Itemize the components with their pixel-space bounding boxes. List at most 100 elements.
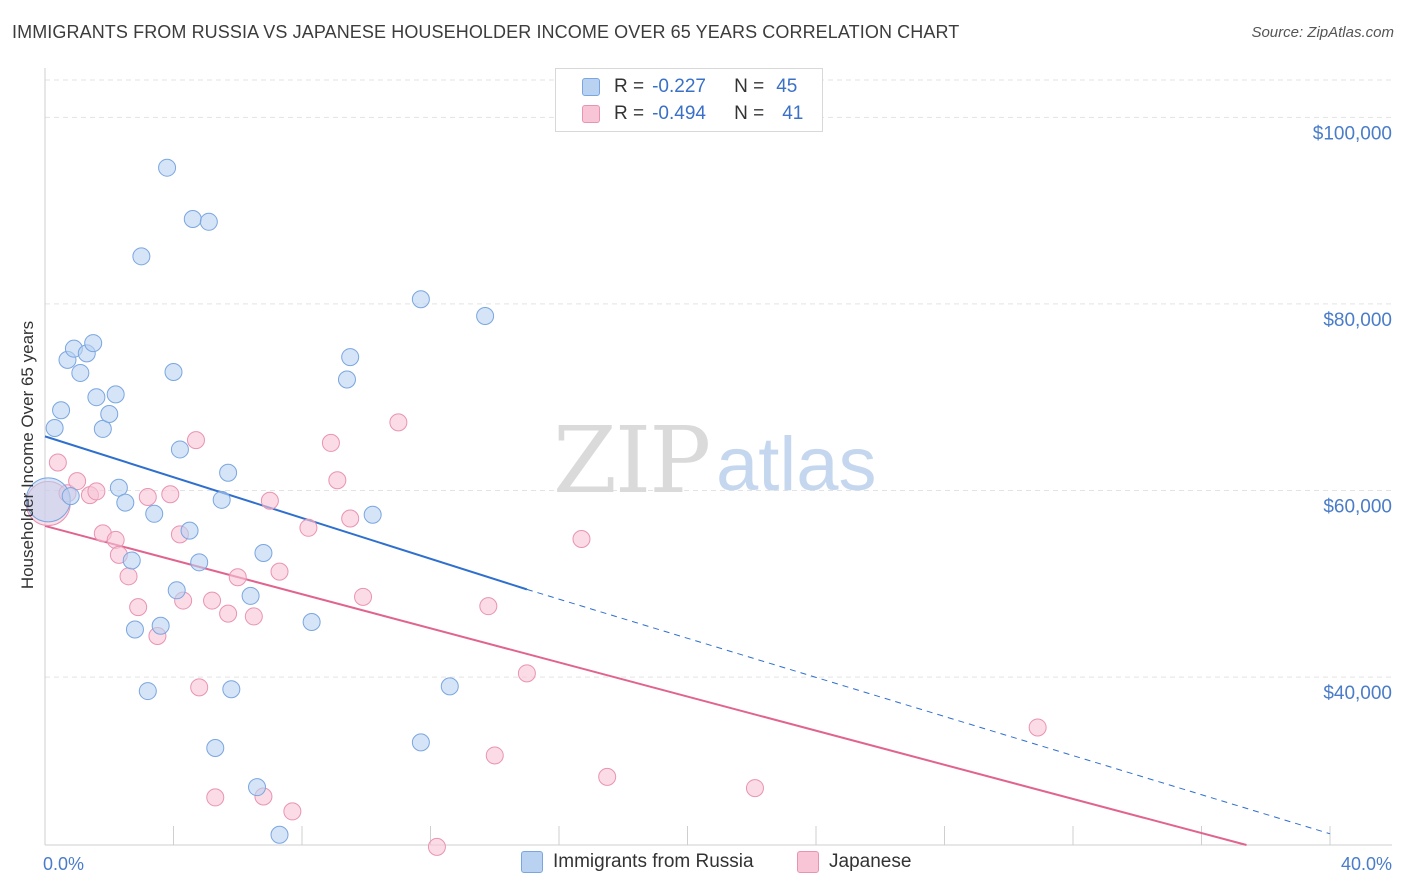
bottom-legend-label-japanese: Japanese <box>829 851 912 872</box>
data-point-japanese <box>106 530 125 549</box>
data-point-japanese <box>161 485 180 504</box>
data-point-japanese <box>87 482 106 501</box>
data-point-russia <box>87 388 106 407</box>
data-point-japanese <box>219 604 238 623</box>
data-point-japanese <box>203 591 222 610</box>
data-point-russia <box>199 212 218 231</box>
data-point-japanese <box>260 491 279 510</box>
data-point-japanese <box>119 567 138 586</box>
legend-n-label: N = <box>734 76 765 97</box>
series-japanese <box>25 413 1047 856</box>
legend-row-russia: R = -0.227 N = 45 <box>556 73 797 101</box>
data-point-russia <box>363 505 382 524</box>
data-point-japanese <box>479 597 498 616</box>
data-point-russia <box>241 586 260 605</box>
data-point-russia <box>222 680 241 699</box>
data-point-russia <box>61 487 80 506</box>
y-tick-label: $100,000 <box>1313 123 1392 144</box>
data-point-japanese <box>328 471 347 490</box>
data-point-japanese <box>299 518 318 537</box>
data-point-russia <box>100 404 119 423</box>
watermark-zip: ZIP <box>553 407 709 514</box>
data-point-japanese <box>572 530 591 548</box>
data-point-japanese <box>138 488 157 507</box>
legend-row-japanese: R = -0.494 N = 41 <box>556 100 803 128</box>
data-point-russia <box>167 581 186 600</box>
data-point-russia <box>71 363 90 382</box>
data-point-japanese <box>244 607 263 626</box>
series-russia <box>25 158 495 844</box>
data-point-russia <box>212 490 231 509</box>
data-point-russia <box>476 307 495 326</box>
data-point-japanese <box>427 837 446 856</box>
trend-line-russia-extension <box>526 588 1331 835</box>
data-point-russia <box>45 418 64 437</box>
data-point-japanese <box>270 562 289 581</box>
x-tick-label-min: 0.0% <box>43 854 84 874</box>
data-point-japanese <box>598 767 617 786</box>
y-tick-label: $60,000 <box>1323 496 1392 517</box>
data-point-russia <box>145 504 164 523</box>
data-point-japanese <box>228 568 247 587</box>
data-point-russia <box>180 521 199 540</box>
legend-n-value: 45 <box>776 76 798 97</box>
data-point-russia <box>206 738 225 757</box>
data-point-russia <box>122 551 141 570</box>
y-tick-label: $40,000 <box>1323 683 1392 704</box>
data-point-russia <box>190 553 209 572</box>
data-point-russia <box>84 334 103 353</box>
data-point-russia <box>116 493 135 512</box>
data-point-russia <box>106 385 125 404</box>
data-point-japanese <box>186 431 205 450</box>
axes <box>44 68 1392 846</box>
data-point-russia <box>219 463 238 482</box>
data-point-japanese <box>354 587 373 606</box>
data-point-russia <box>440 677 459 696</box>
legend-n-value: 41 <box>782 103 804 124</box>
data-point-japanese <box>190 678 209 697</box>
data-point-japanese <box>485 746 504 765</box>
chart-source: Source: ZipAtlas.com <box>1251 24 1394 41</box>
data-point-russia <box>164 363 183 382</box>
trend-line-russia <box>44 435 528 591</box>
data-point-russia <box>411 290 430 309</box>
data-point-russia <box>183 210 202 229</box>
legend-swatch-russia <box>582 78 600 96</box>
data-point-russia <box>158 158 177 177</box>
data-point-japanese <box>389 413 408 432</box>
legend-r-label: R = <box>614 76 645 97</box>
x-tick-label-max: 40.0% <box>1341 854 1392 874</box>
data-point-japanese <box>1028 718 1047 737</box>
data-point-japanese <box>517 664 536 683</box>
data-point-russia <box>341 348 360 367</box>
axis-labels: $40,000 $60,000 $80,000 $100,000 0.0% 40.0% Ho… <box>18 123 1392 874</box>
legend-r-label: R = <box>614 103 645 124</box>
data-point-japanese <box>745 779 764 798</box>
data-point-russia <box>254 543 273 562</box>
data-point-japanese <box>321 433 340 452</box>
data-point-russia <box>138 682 157 701</box>
watermark: ZIP atlas <box>553 407 877 514</box>
y-axis-title: Householder Income Over 65 years <box>18 321 37 589</box>
data-point-japanese <box>206 788 225 807</box>
data-point-japanese <box>341 509 360 528</box>
legend-n-label: N = <box>734 103 765 124</box>
legend-r-value: -0.494 <box>652 103 706 124</box>
data-point-japanese <box>68 472 87 491</box>
bottom-swatch-russia <box>521 851 543 873</box>
data-point-russia <box>52 401 71 420</box>
watermark-atlas: atlas <box>716 422 877 507</box>
bottom-legend-label-russia: Immigrants from Russia <box>553 851 754 872</box>
data-point-japanese <box>283 802 302 821</box>
legend-r-value: -0.227 <box>652 76 706 97</box>
y-tick-label: $80,000 <box>1323 310 1392 331</box>
bottom-swatch-japanese <box>797 851 819 873</box>
data-point-russia <box>337 370 356 389</box>
data-point-japanese <box>129 598 148 617</box>
data-point-russia <box>132 247 151 266</box>
correlation-legend: R = -0.227 N = 45 R = -0.494 N = 41 <box>555 68 823 132</box>
chart-title: IMMIGRANTS FROM RUSSIA VS JAPANESE HOUSE… <box>12 22 960 42</box>
data-point-russia <box>302 613 321 632</box>
data-point-russia <box>411 733 430 752</box>
